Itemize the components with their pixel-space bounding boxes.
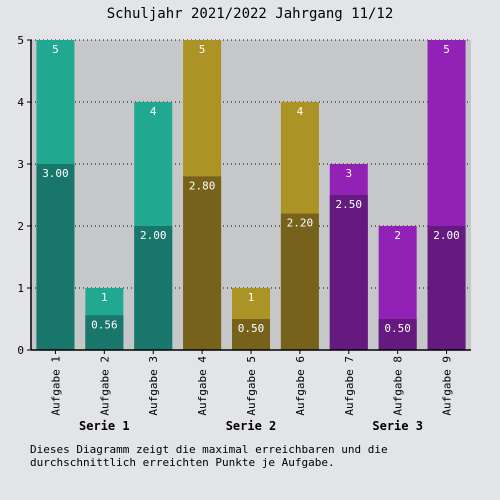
x-tick-label: Aufgabe 9: [441, 356, 454, 416]
bar-avg: [134, 226, 173, 350]
bar-avg: [378, 319, 417, 350]
group-label: Serie 2: [226, 419, 277, 433]
bar-max-label: 1: [248, 291, 255, 304]
bar-avg-label: 0.50: [384, 322, 411, 335]
bar-max-label: 3: [345, 167, 352, 180]
bar-avg-label: 2.80: [189, 179, 216, 192]
bar-avg: [232, 319, 270, 350]
bar-avg-label: 2.00: [433, 229, 460, 242]
x-tick-label: Aufgabe 7: [343, 356, 356, 416]
group-label: Serie 1: [79, 419, 130, 433]
x-tick-label: Aufgabe 8: [392, 356, 405, 416]
bar-max-label: 5: [199, 43, 206, 56]
chart-caption: Dieses Diagramm zeigt die maximal erreic…: [30, 443, 388, 469]
x-tick-label: Aufgabe 6: [294, 356, 307, 416]
bar-avg-label: 3.00: [42, 167, 69, 180]
chart-title: Schuljahr 2021/2022 Jahrgang 11/12: [106, 6, 394, 22]
x-tick-label: Aufgabe 1: [49, 356, 62, 416]
bar-avg: [280, 213, 319, 350]
x-tick-label: Aufgabe 5: [245, 356, 258, 416]
y-tick-label: 2: [17, 220, 24, 233]
x-tick-label: Aufgabe 2: [98, 356, 111, 416]
bar-max-label: 2: [394, 229, 401, 242]
bar-avg: [36, 164, 75, 350]
y-tick-label: 5: [17, 34, 24, 47]
x-tick-label: Aufgabe 3: [147, 356, 160, 416]
y-tick-label: 0: [17, 344, 24, 357]
bar-max-label: 4: [297, 105, 304, 118]
bar-max-label: 1: [101, 291, 108, 304]
bar-avg: [85, 315, 124, 350]
bar-max-label: 4: [150, 105, 157, 118]
y-tick-label: 3: [17, 158, 24, 171]
bar-avg-label: 2.20: [287, 217, 314, 230]
y-tick-label: 4: [17, 96, 24, 109]
bar-avg-label: 2.00: [140, 229, 167, 242]
bar-avg-label: 0.50: [238, 322, 265, 335]
bar-avg: [183, 176, 222, 350]
group-label: Serie 3: [372, 419, 423, 433]
bar-max-label: 5: [443, 43, 450, 56]
bar-avg: [427, 226, 466, 350]
bar-avg: [329, 195, 368, 350]
bar-avg-label: 2.50: [336, 198, 363, 211]
bar-avg-label: 0.56: [91, 318, 118, 331]
x-tick-label: Aufgabe 4: [196, 356, 209, 416]
y-tick-label: 1: [17, 282, 24, 295]
bar-max-label: 5: [52, 43, 59, 56]
